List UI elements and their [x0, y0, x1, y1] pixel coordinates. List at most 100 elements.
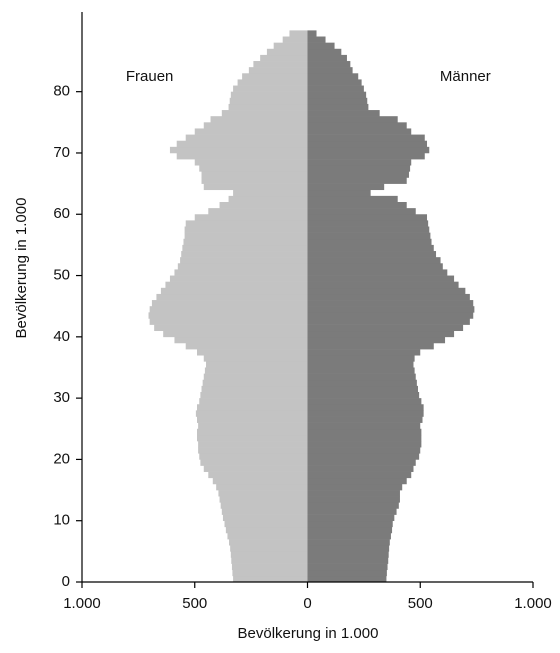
bar [307, 306, 475, 313]
bar [203, 183, 308, 191]
bar [307, 293, 470, 301]
bar [194, 159, 308, 166]
bar [307, 545, 390, 552]
bar [307, 434, 422, 442]
bar [307, 214, 428, 221]
bar [210, 116, 308, 123]
bar [227, 532, 308, 540]
bar [307, 404, 424, 411]
bar [174, 269, 308, 276]
bar [182, 244, 308, 252]
bar [208, 471, 308, 479]
bar [307, 281, 459, 289]
bar [307, 134, 425, 142]
bar [307, 61, 351, 68]
y-tick-label: 10 [53, 512, 70, 529]
bar [307, 300, 474, 307]
bar [307, 490, 400, 497]
bar [307, 275, 455, 282]
bar [222, 514, 308, 522]
bar [307, 563, 388, 571]
bar [307, 441, 422, 448]
bar [307, 54, 347, 62]
bar [177, 263, 308, 270]
bar [195, 410, 308, 417]
y-tick-label: 50 [53, 267, 70, 284]
bar [194, 128, 308, 135]
bar [242, 73, 308, 80]
x-tick-label: 0 [303, 595, 311, 612]
bar [307, 428, 422, 436]
bar [231, 557, 308, 564]
bar [198, 447, 308, 454]
bar [307, 398, 422, 405]
bar [307, 251, 437, 258]
bar [307, 67, 353, 74]
bar [248, 67, 308, 74]
bar [216, 483, 308, 491]
bar [307, 103, 369, 111]
bar [232, 569, 308, 577]
bar [202, 379, 308, 387]
bar [233, 189, 308, 197]
bar [307, 177, 407, 184]
y-tick-label: 30 [53, 389, 70, 406]
bar [221, 110, 308, 117]
x-axis-label: Bevölkerung in 1.000 [238, 625, 379, 642]
bar [169, 275, 308, 282]
bar [307, 361, 414, 368]
bar [197, 416, 308, 423]
bar [176, 152, 308, 160]
y-tick-label: 80 [53, 83, 70, 100]
bar [198, 422, 308, 430]
bar [203, 355, 308, 362]
bar [184, 226, 308, 233]
bar [307, 385, 418, 393]
bar [197, 434, 308, 442]
bar [307, 146, 430, 154]
bar [307, 514, 395, 522]
bar [307, 551, 389, 558]
bar [307, 330, 455, 338]
bar [206, 361, 308, 368]
bar [230, 545, 308, 552]
bar [307, 367, 415, 374]
bar [307, 238, 432, 246]
bar [149, 318, 308, 325]
bar [199, 398, 308, 405]
y-tick-label: 60 [53, 205, 70, 222]
bar [203, 465, 308, 472]
bar [185, 342, 308, 350]
bar [183, 238, 308, 246]
bar [307, 220, 429, 227]
bar [307, 453, 420, 460]
bar [307, 379, 417, 387]
bar [219, 202, 308, 209]
bar [307, 496, 400, 503]
bar [282, 36, 308, 43]
bar [225, 526, 308, 534]
bar [307, 195, 398, 203]
bar [253, 61, 308, 68]
bar [307, 526, 393, 534]
bar [229, 97, 308, 105]
bar [307, 110, 380, 117]
bar [201, 171, 308, 178]
bar [185, 220, 308, 227]
bar [260, 54, 308, 62]
bar [307, 232, 431, 240]
bar [174, 336, 308, 344]
bar [307, 342, 434, 350]
bar [307, 410, 424, 417]
bar [181, 251, 308, 258]
bar [233, 85, 308, 92]
legend-label: Männer [440, 68, 491, 85]
bar [197, 428, 308, 436]
bar [307, 539, 390, 546]
y-tick-label: 0 [62, 573, 70, 590]
bar [307, 287, 466, 295]
bar [307, 208, 416, 215]
bar [220, 502, 308, 509]
y-tick-label: 40 [53, 328, 70, 345]
